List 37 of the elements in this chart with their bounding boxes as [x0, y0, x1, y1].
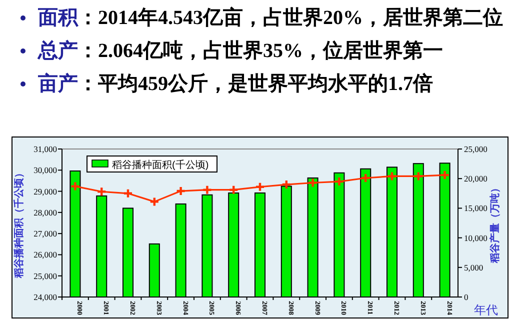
point [150, 198, 158, 206]
y-axis-title: 稻谷播种面积（千公顷） [13, 168, 25, 279]
point [256, 182, 264, 191]
point [362, 174, 370, 182]
y2-tick-label: 10,000 [464, 232, 488, 243]
y-tick-label: 26,000 [34, 250, 57, 260]
x-axis-title: 年代 [474, 303, 498, 317]
y2-tick-label: 25,000 [464, 144, 488, 154]
text: 总产：2.064亿吨，占世界35%，位居世界第一 [37, 39, 443, 62]
text: 亩产：平均459公斤，是世界平均水平的1.7倍 [37, 72, 433, 95]
y-tick-label: 30,000 [34, 165, 57, 176]
y2-tick-label: 15,000 [464, 203, 488, 214]
y-tick-label: 28,000 [34, 207, 57, 218]
y2-axis-title: 稻谷产量（万吨） [489, 183, 501, 264]
point [308, 178, 317, 187]
y-tick-label: 29,000 [34, 186, 57, 196]
point [203, 186, 212, 194]
point [230, 186, 238, 194]
point [98, 188, 106, 196]
point [71, 182, 80, 190]
point [335, 178, 344, 186]
point [388, 172, 396, 180]
y2-tick-label: 0 [464, 292, 468, 302]
point [282, 180, 290, 189]
legend: 稻谷播种面积(千公顷) [86, 156, 218, 172]
point [124, 189, 132, 198]
point [440, 171, 449, 180]
legend-label: 稻谷播种面积(千公顷) [112, 159, 209, 171]
y2-tick-label: 20,000 [464, 174, 488, 184]
point [176, 187, 185, 196]
y-tick-label: 24,000 [34, 292, 57, 302]
y-tick-label: 25,000 [34, 270, 57, 281]
y2-tick-label: 5,000 [464, 262, 484, 272]
y-tick-label: 27,000 [34, 228, 57, 239]
text: 面积：2014年4.543亿亩，占世界20%，居世界第二位 [37, 6, 503, 29]
y-tick-label: 31,000 [34, 144, 57, 154]
point [414, 172, 422, 180]
